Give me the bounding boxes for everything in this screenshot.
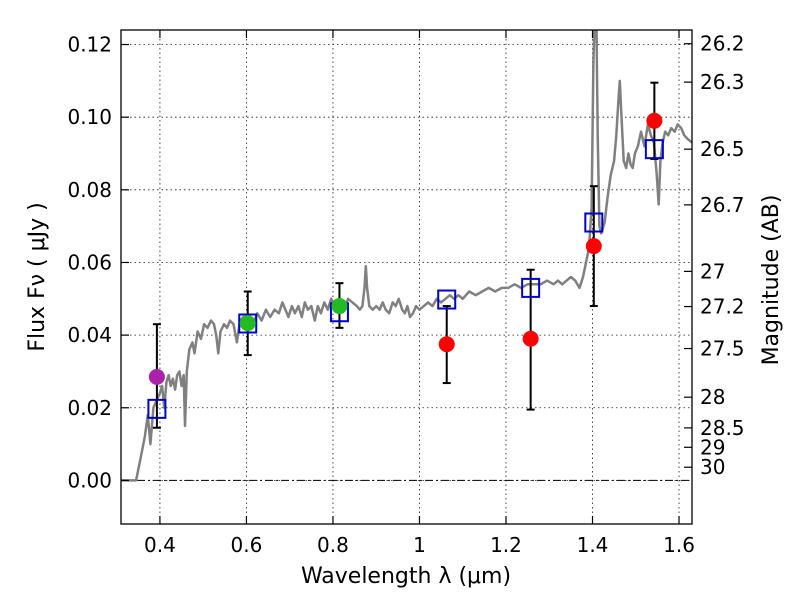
grid	[121, 30, 692, 524]
right-tick-label: 28	[700, 385, 725, 409]
x-tick-label: 0.8	[317, 533, 349, 557]
model-point-4	[521, 277, 541, 298]
right-tick-label: 26.5	[700, 137, 745, 161]
model-point-1	[238, 313, 258, 334]
x-tick-label: 1.2	[490, 533, 522, 557]
y-tick-label: 0.06	[67, 250, 112, 274]
observed-point-5	[585, 238, 602, 255]
model-photometry-markers	[147, 139, 664, 419]
x-tick-label: 1	[413, 533, 426, 557]
plot-frame	[120, 29, 693, 525]
error-bars	[152, 81, 659, 429]
model-spectrum-line	[121, 30, 692, 482]
y-tick-label: 0.04	[67, 323, 112, 347]
right-tick-label: 26.7	[700, 193, 745, 217]
right-tick-label: 26.3	[700, 70, 745, 94]
right-tick-label: 28.5	[700, 416, 745, 440]
x-tick-label: 1.4	[577, 533, 609, 557]
right-tick-label: 27.2	[700, 295, 745, 319]
y-axis-ticks: 0.00 0.02 0.04 0.06 0.08 0.10 0.12	[67, 33, 129, 492]
x-tick-label: 0.4	[144, 533, 176, 557]
y-axis-label: Flux Fν ( μJy )	[25, 202, 50, 351]
observed-point-0	[148, 368, 165, 385]
y-tick-label: 0.08	[67, 178, 112, 202]
observed-point-2	[331, 298, 348, 315]
x-axis-label: Wavelength λ (μm)	[301, 564, 511, 589]
y-tick-label: 0.00	[67, 468, 112, 492]
observed-point-3	[438, 336, 455, 353]
y-tick-label: 0.10	[67, 105, 112, 129]
model-point-6	[644, 139, 664, 160]
model-point-0	[147, 398, 167, 419]
model-point-5	[584, 212, 604, 233]
right-tick-label: 29	[700, 435, 725, 459]
observed-point-6	[646, 112, 663, 129]
x-axis-ticks: 0.4 0.6 0.8 1 1.2 1.4 1.6	[144, 30, 695, 557]
x-tick-label: 0.6	[231, 533, 263, 557]
right-axis-label: Magnitude (AB)	[759, 195, 784, 366]
model-point-3	[437, 289, 457, 310]
right-tick-label: 30	[700, 455, 725, 479]
right-tick-label: 27.5	[700, 337, 745, 361]
observed-point-1	[239, 315, 256, 332]
y-tick-label: 0.02	[67, 396, 112, 420]
observed-photometry-markers	[148, 112, 663, 385]
x-tick-label: 1.6	[663, 533, 695, 557]
y-tick-label: 0.12	[67, 33, 112, 57]
right-tick-label: 27	[700, 259, 725, 283]
right-tick-label: 26.2	[700, 32, 745, 56]
observed-point-4	[522, 330, 539, 347]
